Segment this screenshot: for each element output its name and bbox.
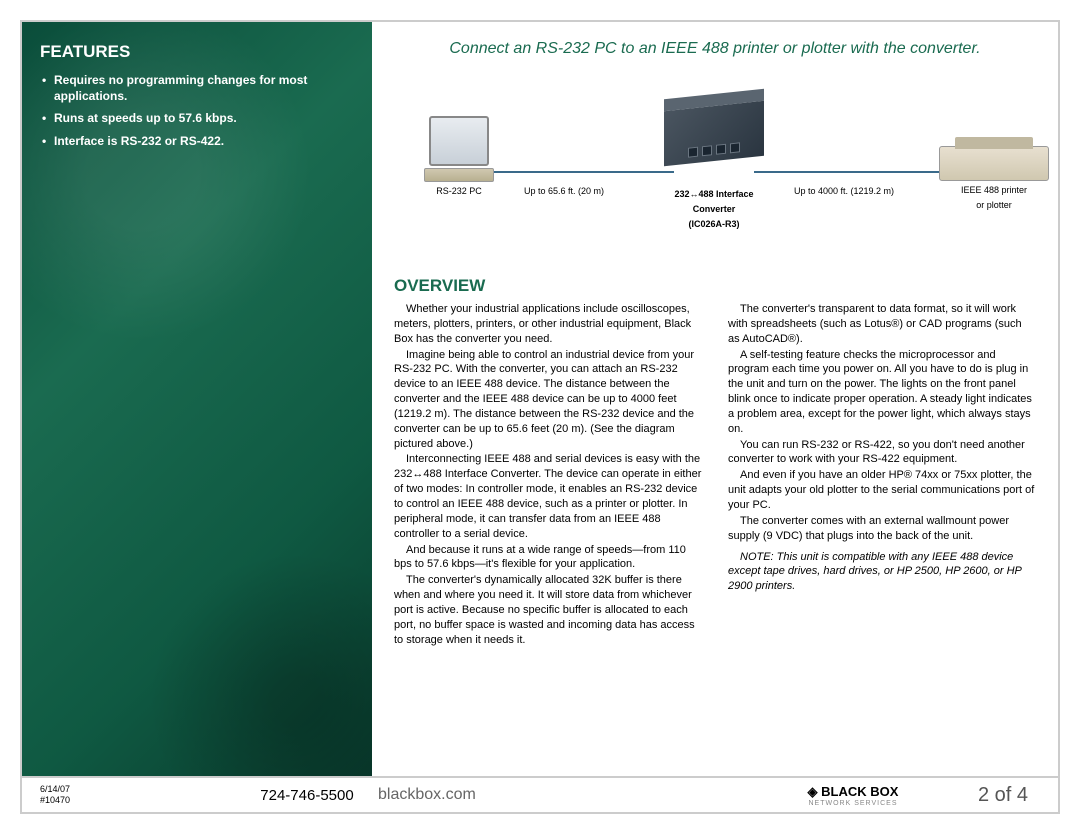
body-col-1: Whether your industrial applications inc… [394,302,702,648]
footer-phone: 724-746-5500 [242,787,372,804]
body-paragraph: Whether your industrial applications inc… [394,302,702,347]
footer-web: blackbox.com [372,786,768,804]
footer-date: 6/14/07 [40,784,242,795]
body-col-2: The converter's transparent to data form… [728,302,1036,648]
converter-icon [664,101,764,167]
footer: 6/14/07 #10470 724-746-5500 blackbox.com… [22,776,1058,812]
converter-label-2: Converter [664,204,764,215]
body-columns: Whether your industrial applications inc… [394,302,1036,648]
body-paragraph: Interconnecting IEEE 488 and serial devi… [394,452,702,541]
page-frame: FEATURES Requires no programming changes… [20,20,1060,814]
footer-page: 2 of 4 [938,784,1058,807]
overview-heading: OVERVIEW [394,276,1036,296]
features-heading: FEATURES [40,42,354,62]
converter-label-3: (IC026A-R3) [664,219,764,230]
pc-label: RS-232 PC [424,186,494,197]
feature-item: Requires no programming changes for most… [40,72,354,104]
main-content: Connect an RS-232 PC to an IEEE 488 prin… [372,22,1058,776]
cable-1 [479,171,674,173]
converter-ports-icon [688,142,740,157]
body-paragraph: And even if you have an older HP® 74xx o… [728,468,1036,513]
footer-meta: 6/14/07 #10470 [22,784,242,806]
features-list: Requires no programming changes for most… [40,72,354,149]
cable1-label: Up to 65.6 ft. (20 m) [524,186,604,196]
feature-item: Interface is RS-232 or RS-422. [40,133,354,149]
sidebar: FEATURES Requires no programming changes… [22,22,372,776]
pc-base-icon [424,168,494,182]
diagram-printer: IEEE 488 printer or plotter [939,146,1049,211]
converter-label-1: 232↔488 Interface [664,189,764,200]
body-paragraph: Imagine being able to control an industr… [394,348,702,452]
body-paragraph: A self-testing feature checks the microp… [728,348,1036,437]
content-row: FEATURES Requires no programming changes… [22,22,1058,776]
diagram-converter: 232↔488 Interface Converter (IC026A-R3) [664,106,764,229]
feature-item: Runs at speeds up to 57.6 kbps. [40,110,354,126]
cable-2 [754,171,954,173]
tagline: Connect an RS-232 PC to an IEEE 488 prin… [394,40,1036,58]
footer-docnum: #10470 [40,795,242,806]
logo-sub: NETWORK SERVICES [768,800,938,807]
printer-label-2: or plotter [939,200,1049,211]
body-paragraph: The converter's transparent to data form… [728,302,1036,347]
diagram-pc: RS-232 PC [424,116,494,197]
cable2-label: Up to 4000 ft. (1219.2 m) [794,186,894,196]
body-paragraph: The converter comes with an external wal… [728,514,1036,544]
body-paragraph: You can run RS-232 or RS-422, so you don… [728,438,1036,468]
connection-diagram: RS-232 PC Up to 65.6 ft. (20 m) 232↔488 … [394,76,1036,256]
body-note: NOTE: This unit is compatible with any I… [728,550,1036,595]
printer-icon [939,146,1049,181]
body-paragraph: And because it runs at a wide range of s… [394,543,702,573]
printer-label-1: IEEE 488 printer [939,185,1049,196]
logo-main: ◈ BLACK BOX [808,784,899,799]
pc-monitor-icon [429,116,489,166]
body-paragraph: The converter's dynamically allocated 32… [394,573,702,647]
footer-logo: ◈ BLACK BOX NETWORK SERVICES [768,784,938,807]
